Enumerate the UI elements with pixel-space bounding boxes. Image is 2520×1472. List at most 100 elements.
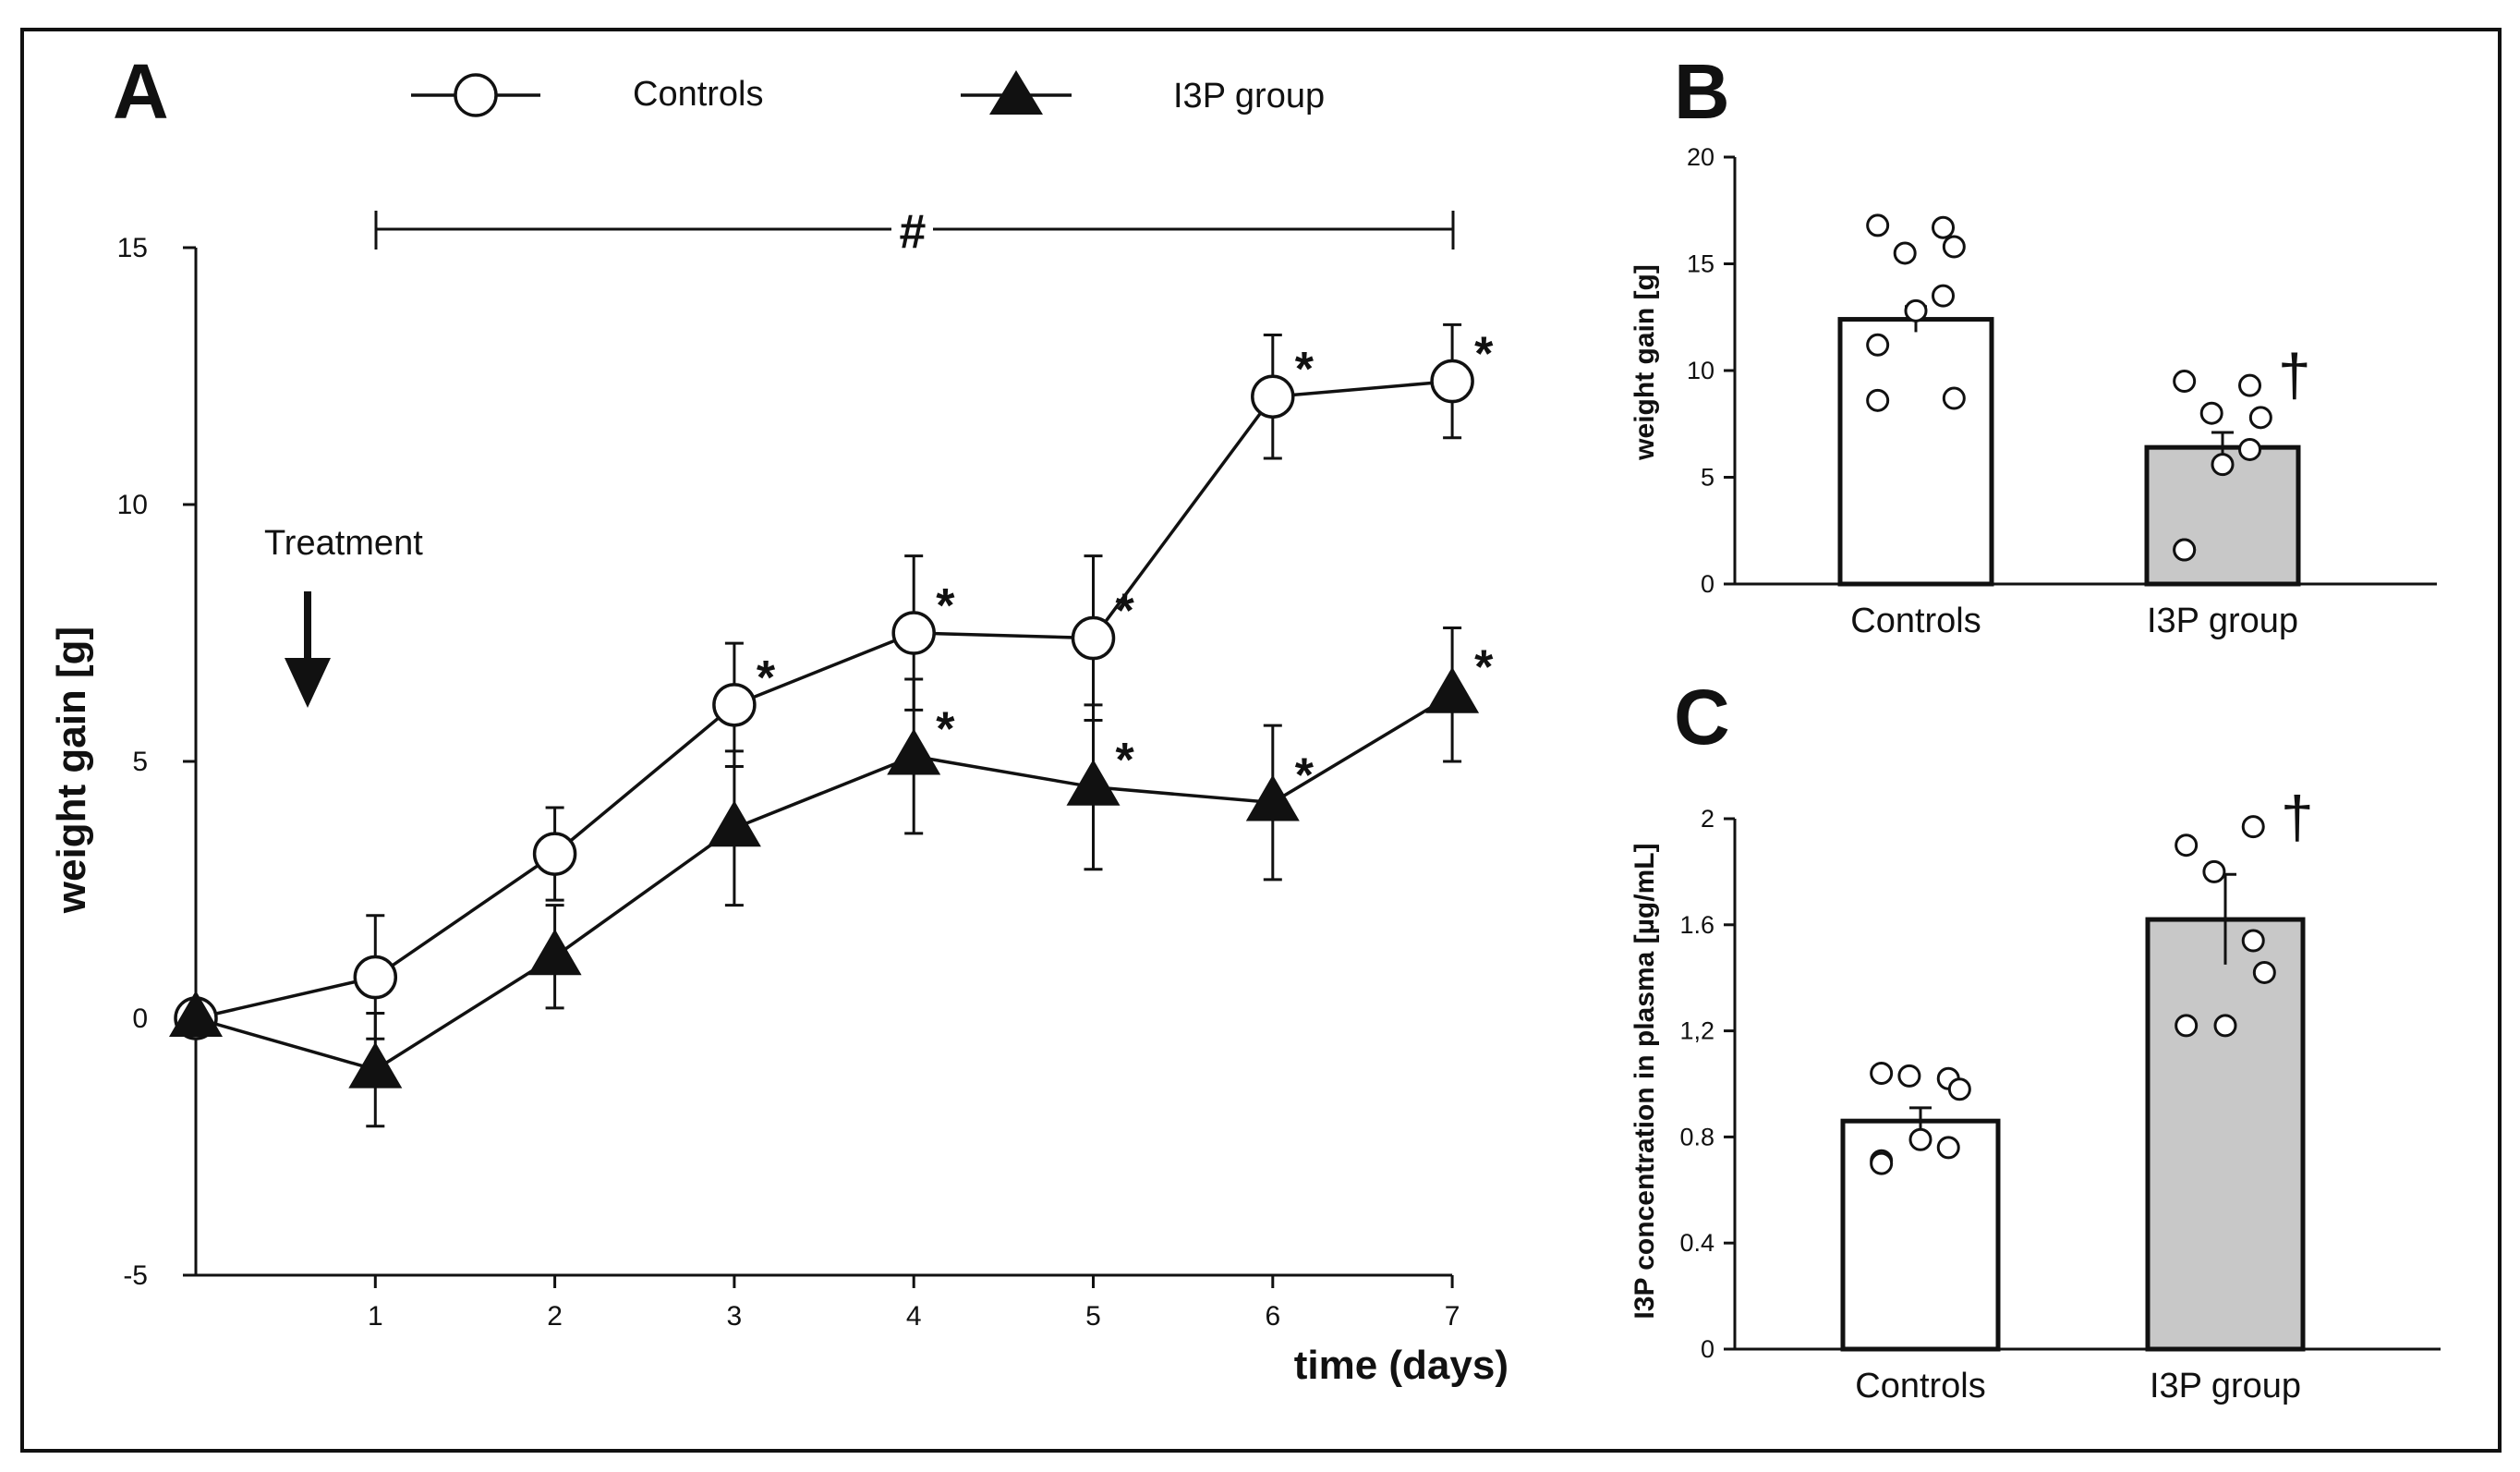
x-tick-label: 4: [906, 1301, 922, 1332]
legend-controls-label: Controls: [633, 75, 764, 114]
individual-data-point: [1932, 215, 1956, 239]
individual-data-point: [2252, 960, 2276, 984]
individual-data-point: [2175, 833, 2199, 858]
panel-a-x-axis-title: time (days): [1294, 1343, 1508, 1388]
significance-star: *: [1116, 734, 1135, 787]
x-tick-label: 1: [368, 1301, 383, 1332]
individual-data-point: [1904, 298, 1928, 322]
data-point-controls: [353, 955, 398, 1000]
individual-data-point: [2173, 370, 2197, 394]
y-tick-label: 0.8: [1679, 1123, 1714, 1150]
panel-a-y-axis-title: weight gain [g]: [49, 627, 94, 914]
data-point-controls: [532, 832, 577, 876]
series-line: [195, 379, 1453, 1020]
data-point-controls: [1430, 359, 1474, 404]
y-tick-label: 0: [1701, 570, 1714, 598]
y-tick-label: 5: [132, 747, 148, 777]
individual-data-point: [2211, 453, 2235, 477]
individual-data-point: [2241, 929, 2265, 953]
individual-data-point: [1866, 333, 1890, 357]
significance-star: *: [757, 651, 776, 705]
panel-c-y-axis-title: I3P concentration in plasma [µg/mL]: [1630, 843, 1660, 1319]
panel-a-axes: -5 0 5 10 15 1 2 3 4 5 6 7: [117, 233, 1460, 1332]
data-point-i3p: [1245, 774, 1300, 821]
y-tick-label: 1,2: [1679, 1017, 1714, 1045]
data-point-controls: [1071, 615, 1116, 661]
data-point-controls: [1251, 374, 1295, 419]
individual-data-point: [2238, 373, 2262, 397]
x-tick-label: 7: [1445, 1301, 1460, 1332]
significance-star: *: [936, 579, 955, 633]
figure-frame: [20, 28, 2502, 1453]
individual-data-point: [2173, 538, 2197, 562]
bar-i3p: [2145, 917, 2306, 1352]
significance-star: *: [1295, 748, 1315, 802]
significance-dagger: †: [2281, 784, 2314, 850]
individual-data-point: [1932, 284, 1956, 308]
panel-a-legend: Controls I3P group: [411, 70, 1325, 117]
y-tick-label: 15: [117, 233, 148, 263]
individual-data-point: [2241, 815, 2265, 839]
data-point-i3p: [527, 929, 582, 976]
x-category-label: I3P group: [2150, 1367, 2301, 1405]
individual-data-point: [1936, 1136, 1960, 1160]
x-tick-label: 5: [1085, 1301, 1101, 1332]
x-category-label: Controls: [1850, 602, 1981, 640]
data-point-i3p: [887, 728, 941, 775]
significance-bracket: #: [374, 205, 1455, 259]
y-tick-label: 0: [132, 1004, 148, 1034]
y-tick-label: 5: [1701, 464, 1714, 492]
panel-b-y-axis-title: weight gain [g]: [1630, 264, 1660, 461]
individual-data-point: [1897, 1064, 1921, 1088]
y-tick-label: 1.6: [1679, 911, 1714, 939]
panel-c-bar-chart: 0 0.4 0.8 1,2 1.6 2 Controls I3P group † I3P con…: [1630, 784, 2441, 1405]
treatment-arrow-head: [285, 658, 331, 708]
individual-data-point: [1947, 1077, 1971, 1101]
individual-data-point: [2199, 401, 2223, 425]
data-point-i3p: [1066, 759, 1121, 806]
individual-data-point: [1908, 1127, 1932, 1151]
panel-letter-a: A: [113, 48, 169, 135]
panel-a-line-chart: -5 0 5 10 15 1 2 3 4 5 6 7 Controls I3P group # Tre…: [49, 70, 1508, 1388]
individual-data-point: [2175, 1014, 2199, 1038]
y-tick-label: 20: [1687, 143, 1714, 171]
significance-star: *: [1116, 585, 1135, 639]
panel-a-series: * * * * * * * * *: [169, 322, 1494, 1128]
panel-b-content: 0 5 10 15 20 Controls I3P group †: [1687, 143, 2437, 640]
x-tick-label: 3: [727, 1301, 743, 1332]
panel-c-content: 0 0.4 0.8 1,2 1.6 2 Controls I3P group †: [1679, 784, 2441, 1405]
y-tick-label: 15: [1687, 250, 1714, 278]
legend-i3p-label: I3P group: [1173, 77, 1325, 116]
panel-b-bar-chart: 0 5 10 15 20 Controls I3P group † weight gain […: [1630, 143, 2437, 640]
legend-i3p-marker: [989, 70, 1043, 115]
x-tick-label: 6: [1265, 1301, 1280, 1332]
x-tick-label: 2: [547, 1301, 563, 1332]
series-i3p: * * * *: [169, 626, 1494, 1128]
individual-data-point: [2213, 1014, 2237, 1038]
significance-star: *: [1295, 343, 1315, 396]
y-tick-label: 2: [1701, 805, 1714, 833]
bar-controls: [1837, 317, 1994, 587]
bar-controls: [1840, 1118, 2001, 1352]
individual-data-point: [2238, 437, 2262, 461]
y-tick-label: 0.4: [1679, 1229, 1714, 1257]
y-tick-label: 10: [117, 490, 148, 520]
individual-data-point: [1942, 235, 1966, 259]
panel-letter-c: C: [1674, 674, 1730, 760]
data-point-i3p: [348, 1041, 403, 1089]
individual-data-point: [2248, 406, 2272, 430]
individual-data-point: [1866, 213, 1890, 237]
individual-data-point: [1866, 388, 1890, 412]
y-tick-label: -5: [123, 1260, 148, 1291]
significance-star: *: [1474, 641, 1494, 695]
individual-data-point: [1893, 241, 1917, 265]
treatment-annotation: Treatment: [264, 524, 423, 708]
data-point-controls: [891, 611, 936, 655]
data-point-controls: [712, 683, 757, 727]
panel-letter-b: B: [1674, 48, 1730, 135]
significance-star: *: [1474, 328, 1494, 382]
individual-data-point: [1870, 1151, 1894, 1175]
individual-data-point: [2202, 859, 2226, 883]
individual-data-point: [1870, 1062, 1894, 1086]
